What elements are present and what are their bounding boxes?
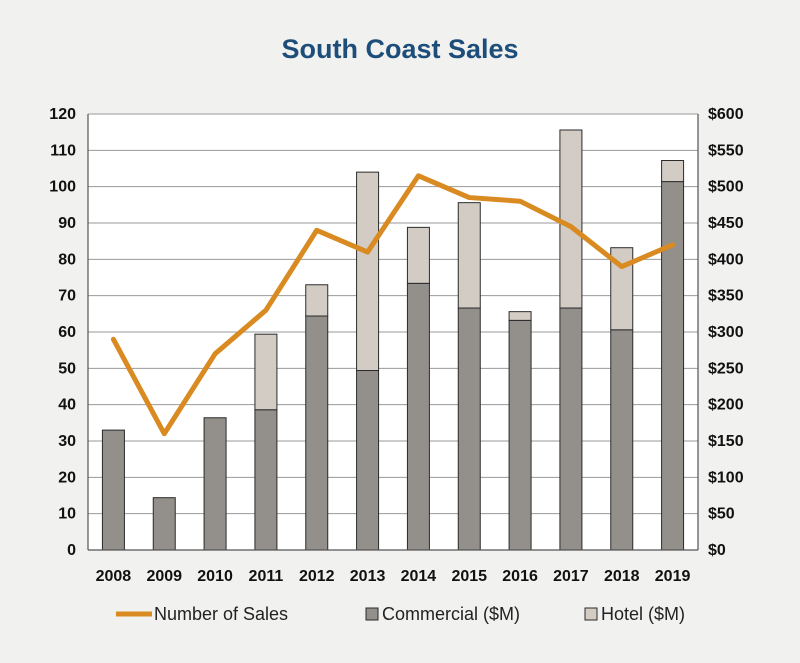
legend-label-hotel: Hotel ($M) — [601, 604, 685, 624]
y-left-tick-label: 10 — [58, 506, 76, 523]
x-tick-label: 2008 — [96, 568, 132, 585]
y-left-tick-label: 120 — [49, 106, 76, 123]
bar-hotel — [559, 129, 583, 309]
y-right-tick-label: $500 — [708, 179, 744, 196]
line-layer — [110, 173, 676, 437]
y-right-tick-label: $250 — [708, 360, 744, 377]
y-right-tick-label: $50 — [708, 506, 735, 523]
bar-commercial — [406, 282, 430, 551]
bar-hotel — [661, 160, 685, 183]
bar-commercial — [101, 429, 125, 551]
y-right-tick-label: $100 — [708, 469, 744, 486]
x-tick-label: 2017 — [553, 568, 589, 585]
bar-commercial — [152, 497, 176, 551]
y-left-tick-label: 0 — [67, 542, 76, 559]
x-tick-label: 2015 — [451, 568, 487, 585]
legend-marker-hotel — [584, 607, 598, 621]
grid-layer — [88, 113, 698, 551]
bar-commercial — [661, 181, 685, 551]
legend-label-number-of-sales: Number of Sales — [154, 604, 288, 624]
legend-layer: Number of Sales Commercial ($M) Hotel ($M) — [116, 604, 685, 624]
x-tick-label: 2009 — [146, 568, 182, 585]
bar-commercial — [457, 307, 481, 551]
y-right-tick-label: $600 — [708, 106, 744, 123]
x-tick-label: 2018 — [604, 568, 640, 585]
y-right-tick-label: $400 — [708, 251, 744, 268]
y-right-tick-label: $300 — [708, 324, 744, 341]
bar-commercial — [254, 409, 278, 551]
x-tick-label: 2016 — [502, 568, 538, 585]
bar-hotel — [406, 226, 430, 284]
bar-commercial — [203, 417, 227, 551]
y-left-tick-label: 110 — [50, 142, 76, 159]
bar-commercial — [559, 307, 583, 551]
legend-marker-commercial — [365, 607, 379, 621]
chart-title: South Coast Sales — [281, 34, 519, 64]
y-left-tick-label: 60 — [58, 324, 76, 341]
bar-layer — [101, 129, 685, 551]
bar-hotel — [254, 333, 278, 411]
bar-commercial — [305, 315, 329, 551]
y-left-tick-label: 50 — [58, 360, 76, 377]
y-left-tick-label: 100 — [49, 179, 76, 196]
y-right-tick-label: $200 — [708, 397, 744, 414]
y-right-tick-label: $350 — [708, 288, 744, 305]
y-right-tick-label: $0 — [708, 542, 726, 559]
bar-hotel — [508, 311, 532, 321]
y-right-tick-label: $550 — [708, 142, 744, 159]
bar-commercial — [508, 319, 532, 551]
x-tick-label: 2012 — [299, 568, 335, 585]
y-left-tick-label: 40 — [58, 397, 76, 414]
x-tick-label: 2010 — [197, 568, 233, 585]
bar-hotel — [305, 284, 329, 317]
y-left-tick-label: 30 — [58, 433, 76, 450]
y-left-tick-label: 90 — [58, 215, 76, 232]
y-left-tick-label: 80 — [58, 251, 76, 268]
x-tick-label: 2019 — [655, 568, 691, 585]
bar-hotel — [356, 171, 380, 372]
y-left-tick-label: 70 — [58, 288, 76, 305]
x-tick-label: 2014 — [401, 568, 437, 585]
bar-commercial — [356, 370, 380, 551]
x-tick-label: 2013 — [350, 568, 386, 585]
y-left-tick-label: 20 — [58, 469, 76, 486]
bar-hotel — [457, 202, 481, 309]
x-tick-label: 2011 — [249, 568, 284, 585]
line-number-of-sales — [110, 173, 676, 437]
legend-label-commercial: Commercial ($M) — [382, 604, 520, 624]
y-right-tick-label: $150 — [708, 433, 744, 450]
y-right-tick-label: $450 — [708, 215, 744, 232]
bar-hotel — [610, 247, 634, 331]
axis-layer: 0 10 20 30 40 50 60 70 80 90 100 110 120 $0 $50 $100 $15… — [49, 106, 743, 585]
bar-commercial — [610, 329, 634, 551]
